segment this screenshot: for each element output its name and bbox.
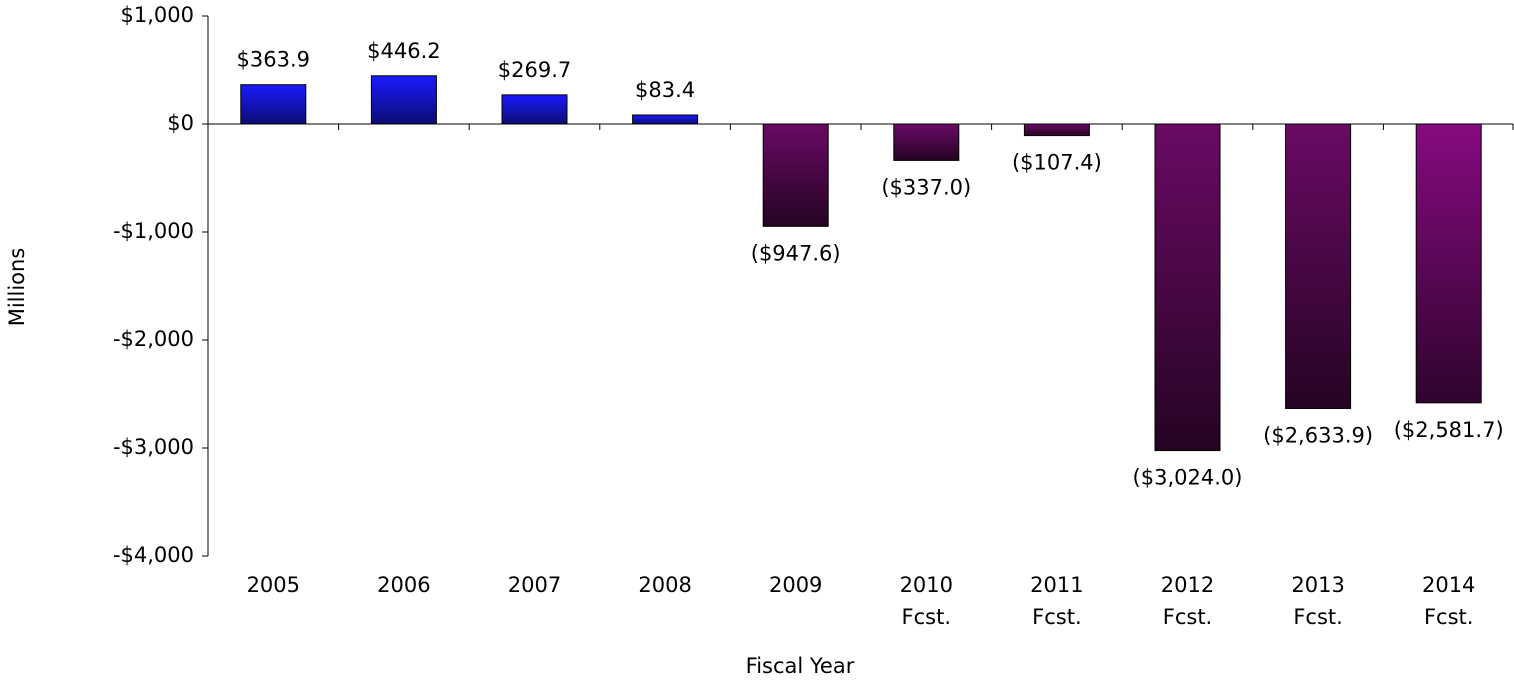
bar xyxy=(893,123,960,161)
data-label: $83.4 xyxy=(635,78,695,102)
y-tick-label: -$4,000 xyxy=(113,543,194,567)
bar xyxy=(762,123,829,227)
bar xyxy=(370,75,437,125)
y-tick-label: $1,000 xyxy=(121,3,194,27)
data-label: ($947.6) xyxy=(751,241,841,265)
data-label: ($2,633.9) xyxy=(1263,423,1373,447)
bar xyxy=(501,94,568,125)
bar xyxy=(1415,123,1482,404)
bar xyxy=(240,84,307,125)
y-tick-label: $0 xyxy=(167,111,194,135)
x-tick-label: 2013 Fcst. xyxy=(1291,573,1344,629)
bar xyxy=(1023,123,1090,137)
x-tick-label: 2014 Fcst. xyxy=(1422,573,1475,629)
x-tick-label: 2006 xyxy=(377,573,430,597)
y-tick-label: -$1,000 xyxy=(113,219,194,243)
y-tick-label: -$3,000 xyxy=(113,435,194,459)
data-label: $363.9 xyxy=(237,48,310,72)
y-axis-title: Millions xyxy=(5,248,29,327)
y-tick-label: -$2,000 xyxy=(113,327,194,351)
x-tick-label: 2007 xyxy=(508,573,561,597)
x-axis-title: Fiscal Year xyxy=(746,654,855,678)
x-tick-label: 2005 xyxy=(247,573,300,597)
bar xyxy=(1154,123,1221,452)
bar xyxy=(1285,123,1352,409)
x-tick-label: 2010 Fcst. xyxy=(900,573,953,629)
data-label: $446.2 xyxy=(367,39,440,63)
x-tick-label: 2011 Fcst. xyxy=(1030,573,1083,629)
data-label: ($337.0) xyxy=(881,175,971,199)
x-tick-label: 2012 Fcst. xyxy=(1161,573,1214,629)
data-label: ($2,581.7) xyxy=(1394,418,1504,442)
data-label: ($107.4) xyxy=(1012,151,1102,175)
data-label: $269.7 xyxy=(498,58,571,82)
x-tick-label: 2009 xyxy=(769,573,822,597)
bar xyxy=(632,114,699,125)
x-tick-label: 2008 xyxy=(638,573,691,597)
data-label: ($3,024.0) xyxy=(1133,466,1243,490)
